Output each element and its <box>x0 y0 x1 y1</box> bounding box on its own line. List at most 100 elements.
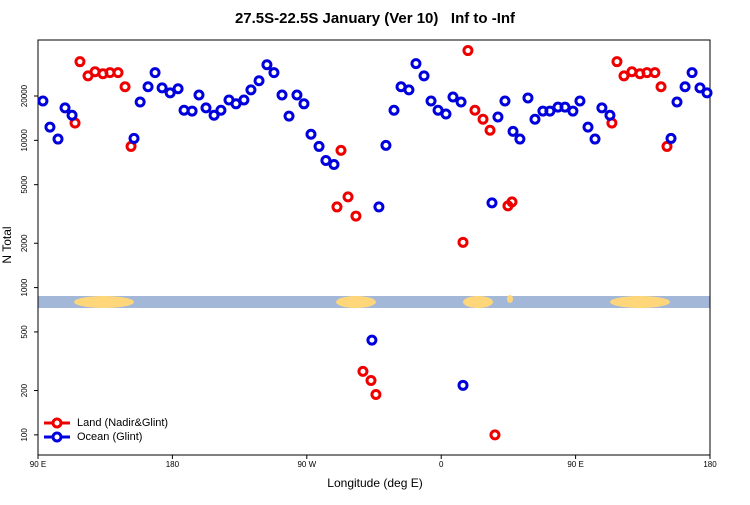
point <box>370 388 382 400</box>
point <box>489 429 501 441</box>
land-strip <box>336 296 376 308</box>
y-tick-label: 200 <box>20 383 29 397</box>
point <box>357 365 369 377</box>
point <box>37 95 49 107</box>
legend-label: Land (Nadir&Glint) <box>77 417 168 429</box>
point <box>52 133 64 145</box>
plot-frame <box>37 39 711 456</box>
point <box>350 210 362 222</box>
point <box>582 121 594 133</box>
x-tick-label: 180 <box>703 460 717 469</box>
x-tick-label: 90 E <box>30 460 46 469</box>
point <box>661 140 673 152</box>
point <box>492 111 504 123</box>
point <box>694 82 706 94</box>
point <box>365 374 377 386</box>
point <box>484 124 496 136</box>
point <box>403 84 415 96</box>
point <box>567 105 579 117</box>
point <box>66 109 78 121</box>
point <box>455 96 467 108</box>
point <box>366 334 378 346</box>
point <box>618 70 630 82</box>
point <box>440 108 452 120</box>
point <box>238 94 250 106</box>
point <box>142 81 154 93</box>
x-tick-label: 180 <box>166 460 180 469</box>
point <box>665 132 677 144</box>
x-tick-label: 0 <box>439 460 444 469</box>
map-strip <box>38 295 710 308</box>
point <box>112 67 124 79</box>
point <box>298 98 310 110</box>
point <box>128 132 140 144</box>
legend-marker <box>51 431 63 443</box>
legend-label: Ocean (Glint) <box>77 431 142 443</box>
point <box>686 67 698 79</box>
y-tick-label: 20000 <box>20 84 29 107</box>
land-strip <box>507 295 513 303</box>
point <box>208 109 220 121</box>
y-tick-label: 5000 <box>20 175 29 193</box>
point <box>410 58 422 70</box>
point <box>418 70 430 82</box>
point <box>477 113 489 125</box>
point <box>544 105 556 117</box>
point <box>200 102 212 114</box>
y-axis-label: N Total <box>0 226 14 263</box>
point <box>59 102 71 114</box>
point <box>186 105 198 117</box>
point <box>245 84 257 96</box>
point <box>679 81 691 93</box>
point <box>320 154 332 166</box>
point <box>447 91 459 103</box>
point <box>268 67 280 79</box>
y-tick-label: 10000 <box>20 129 29 152</box>
point <box>342 191 354 203</box>
point <box>331 201 343 213</box>
y-tick-label: 1000 <box>20 278 29 296</box>
point <box>156 82 168 94</box>
point <box>649 67 661 79</box>
land-strip <box>463 296 493 308</box>
land-strip <box>610 296 670 308</box>
point <box>164 87 176 99</box>
point <box>193 89 205 101</box>
point <box>134 96 146 108</box>
point <box>457 379 469 391</box>
point <box>589 133 601 145</box>
chart-title: 27.5S-22.5S January (Ver 10) Inf to -Inf <box>235 10 516 27</box>
point <box>671 96 683 108</box>
point <box>596 102 608 114</box>
point <box>74 56 86 68</box>
point <box>486 197 498 209</box>
point <box>261 59 273 71</box>
point <box>499 95 511 107</box>
point <box>514 133 526 145</box>
point <box>388 104 400 116</box>
point <box>380 139 392 151</box>
land-strip <box>74 296 134 308</box>
legend-marker <box>51 417 63 429</box>
point <box>172 83 184 95</box>
point <box>529 113 541 125</box>
y-tick-label: 500 <box>20 325 29 339</box>
point <box>701 87 713 99</box>
point <box>457 236 469 248</box>
x-axis-label: Longitude (deg E) <box>327 476 422 490</box>
point <box>469 104 481 116</box>
point <box>507 125 519 137</box>
y-tick-label: 100 <box>20 428 29 442</box>
x-tick-label: 90 W <box>297 460 316 469</box>
point <box>44 121 56 133</box>
point <box>655 81 667 93</box>
point <box>425 95 437 107</box>
point <box>335 144 347 156</box>
point <box>313 140 325 152</box>
point <box>559 101 571 113</box>
point <box>522 92 534 104</box>
point <box>373 201 385 213</box>
point <box>305 128 317 140</box>
point <box>276 89 288 101</box>
